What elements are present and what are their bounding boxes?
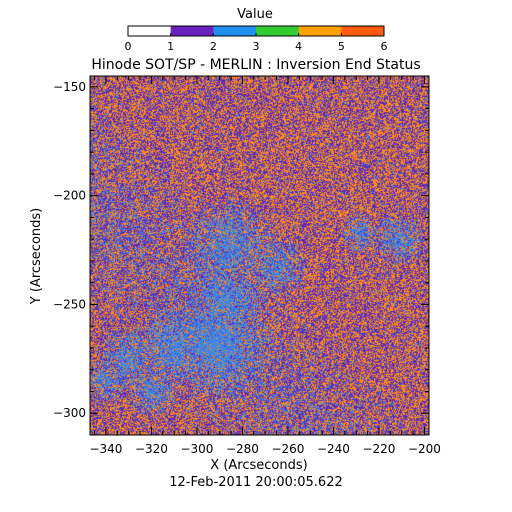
plot-frame xyxy=(89,75,430,436)
y-tick-label: −250 xyxy=(53,297,86,311)
x-tick-label: −300 xyxy=(180,442,213,456)
x-tick-label: −200 xyxy=(408,442,441,456)
colorbar-cell xyxy=(298,26,342,36)
chart-title: Hinode SOT/SP - MERLIN : Inversion End S… xyxy=(91,57,420,73)
x-tick-label: −280 xyxy=(226,442,259,456)
x-tick-label: −240 xyxy=(317,442,350,456)
colorbar-ticks: 0 1 2 3 4 5 6 xyxy=(125,33,388,53)
colorbar: Value 0 1 2 3 4 5 6 xyxy=(125,7,388,53)
colorbar-cell xyxy=(170,26,214,36)
y-tick-label: −150 xyxy=(53,80,86,94)
colorbar-tick-label: 6 xyxy=(381,40,388,53)
heatmap-image xyxy=(90,76,429,435)
colorbar-cell xyxy=(341,26,385,36)
x-tick-label: −220 xyxy=(362,442,395,456)
y-tick-label: −200 xyxy=(53,189,86,203)
y-tick-label: −300 xyxy=(53,406,86,420)
x-tick-label: −340 xyxy=(89,442,122,456)
x-tick-label: −320 xyxy=(135,442,168,456)
colorbar-cell xyxy=(128,26,172,36)
x-tick-label: −260 xyxy=(271,442,304,456)
timestamp: 12-Feb-2011 20:00:05.622 xyxy=(169,475,343,490)
y-axis-label: Y (Arcseconds) xyxy=(29,208,44,305)
colorbar-cells xyxy=(128,26,385,36)
x-axis-label: X (Arcseconds) xyxy=(210,458,307,473)
colorbar-tick-label: 3 xyxy=(253,40,260,53)
plot-area xyxy=(89,75,430,436)
colorbar-tick-label: 1 xyxy=(167,40,174,53)
colorbar-tick-label: 5 xyxy=(338,40,345,53)
colorbar-tick-label: 0 xyxy=(125,40,132,53)
colorbar-cell xyxy=(213,26,257,36)
colorbar-tick-label: 2 xyxy=(210,40,217,53)
colorbar-label: Value xyxy=(237,7,273,22)
axis-ticks: −340 −320 −300 −280 −260 −240 −220 −200 −150 −200… xyxy=(53,76,441,456)
colorbar-tick-label: 4 xyxy=(295,40,302,53)
colorbar-cell xyxy=(256,26,300,36)
